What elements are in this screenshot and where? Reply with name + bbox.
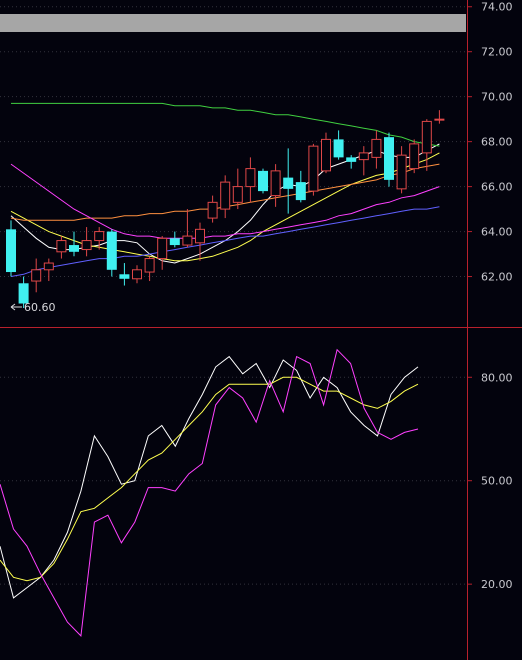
candle-body xyxy=(333,139,344,158)
candle xyxy=(321,132,331,174)
candle-body xyxy=(283,177,294,189)
candle-body xyxy=(396,154,407,190)
candle xyxy=(43,258,54,282)
candle-body xyxy=(169,238,180,246)
price-tick-label: 68.00 xyxy=(481,136,513,149)
candle xyxy=(371,130,382,169)
oscillator-lines xyxy=(0,348,419,637)
price-tick-label: 62.00 xyxy=(481,271,513,284)
candle-body xyxy=(195,228,205,244)
candle xyxy=(409,139,420,174)
candle xyxy=(358,146,369,176)
candle xyxy=(396,146,407,194)
price-tick-label: 74.00 xyxy=(481,1,513,14)
candle xyxy=(18,276,29,309)
candle-body xyxy=(106,231,117,270)
moving-average-lines xyxy=(10,102,440,277)
candle-body xyxy=(409,143,420,170)
candle-body xyxy=(81,240,92,251)
header-bar xyxy=(0,14,466,32)
price-tick-label: 72.00 xyxy=(481,46,513,59)
candle-body xyxy=(182,235,193,246)
candle xyxy=(295,170,306,203)
candle-body xyxy=(56,240,67,253)
candle xyxy=(157,236,168,270)
candle xyxy=(94,227,105,250)
candle-body xyxy=(371,138,382,158)
low-annotation: 60.60 xyxy=(10,301,56,314)
price-tick-label: 70.00 xyxy=(481,91,513,104)
candle-body xyxy=(358,152,369,161)
osc_slow-line xyxy=(0,376,419,582)
candle xyxy=(132,265,142,284)
candle-body xyxy=(346,157,357,162)
candle xyxy=(106,229,117,277)
candle-body xyxy=(220,181,231,210)
ma60-line xyxy=(10,163,440,239)
candle xyxy=(384,132,394,187)
ma120-line xyxy=(10,206,440,277)
candle-body xyxy=(18,283,29,304)
candle xyxy=(195,222,205,261)
candle xyxy=(220,175,231,219)
candle-body xyxy=(94,231,105,242)
low-annotation-label: 60.60 xyxy=(24,301,56,314)
oscillator-tick-label: 50.00 xyxy=(481,475,513,488)
candle xyxy=(31,258,42,293)
candle-body xyxy=(258,170,268,192)
candle xyxy=(81,227,92,257)
candle xyxy=(308,143,319,196)
candle-body xyxy=(43,262,54,271)
candle-body xyxy=(157,237,168,260)
candle-body xyxy=(245,168,256,188)
candle-body xyxy=(295,182,306,201)
candle-body xyxy=(207,201,218,219)
candle xyxy=(258,168,268,194)
candle xyxy=(207,195,218,223)
candle-body xyxy=(119,274,130,279)
candle-body xyxy=(6,229,16,273)
candle xyxy=(346,155,357,169)
candle-body xyxy=(69,245,79,252)
ma250-line xyxy=(11,102,440,147)
price-tick-label: 66.00 xyxy=(481,181,513,194)
candle xyxy=(434,110,445,124)
candle xyxy=(232,168,243,210)
price-y-ticks: 62.00 64.00 66.00 68.00 70.00 72.00 74.00 xyxy=(467,1,513,284)
candle-body xyxy=(270,170,281,197)
candle xyxy=(182,209,193,248)
osc_fast-line xyxy=(0,355,419,599)
oscillator-tick-label: 80.00 xyxy=(481,371,513,384)
candle xyxy=(6,220,16,277)
candle-body xyxy=(132,269,142,280)
candle xyxy=(69,231,79,257)
low-annotation-arrowhead-bottom xyxy=(10,306,16,311)
candle xyxy=(283,148,294,214)
candle xyxy=(421,119,432,171)
candle xyxy=(333,130,344,160)
price-tick-label: 64.00 xyxy=(481,226,513,239)
candle xyxy=(56,236,67,259)
candle xyxy=(169,231,180,248)
candle-body xyxy=(144,258,155,273)
candle-body xyxy=(31,269,42,282)
candle-body xyxy=(232,186,243,203)
oscillator-grid xyxy=(0,376,466,585)
candle xyxy=(144,256,155,282)
low-annotation-arrowhead-top xyxy=(10,303,16,308)
candle-body xyxy=(384,137,394,180)
candle-body xyxy=(308,145,319,192)
candle-body xyxy=(421,120,432,154)
candle-body xyxy=(434,118,445,121)
oscillator-tick-label: 20.00 xyxy=(481,578,513,591)
oscillator-y-ticks: 20.00 50.00 80.00 xyxy=(467,371,513,591)
candle xyxy=(270,164,281,207)
candle xyxy=(245,157,256,203)
candle xyxy=(119,263,130,286)
candle-body xyxy=(321,138,331,172)
candlesticks xyxy=(6,110,445,309)
osc_third-line xyxy=(0,348,419,637)
